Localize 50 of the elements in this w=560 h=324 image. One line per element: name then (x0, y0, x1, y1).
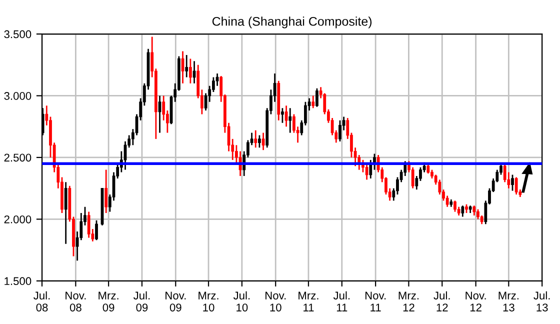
x-tick-label: Jul. 09 (133, 291, 150, 312)
candlestick (188, 58, 192, 84)
candlestick (369, 159, 372, 180)
candlestick (254, 130, 258, 148)
y-tick-label: 2.000 (4, 215, 32, 224)
candlestick (454, 200, 456, 212)
candlestick (438, 178, 442, 196)
x-tick-label: Jul. 08 (34, 291, 50, 312)
x-tick-label: Jul. 12 (434, 291, 450, 312)
candlestick (338, 120, 342, 142)
x-tick-label: Mrz. 11 (298, 292, 318, 312)
candlestick (216, 72, 219, 87)
candlestick (411, 166, 414, 190)
x-tick-label: Mrz. 12 (398, 292, 418, 312)
candlestick (262, 132, 265, 151)
candlestick (446, 195, 449, 208)
candlestick (461, 204, 464, 218)
candlestick (192, 60, 196, 84)
candlestick (472, 204, 476, 216)
x-tick-label: Jul. 13 (534, 291, 550, 312)
candlestick (316, 88, 318, 108)
candlestick (185, 54, 188, 78)
x-tick-label: Nov. 11 (365, 292, 386, 312)
x-tick-label: Mrz. 10 (198, 292, 218, 312)
x-tick-label: Nov. 12 (466, 292, 486, 312)
candlestick (87, 211, 90, 238)
candlestick (288, 107, 292, 134)
candlestick (514, 176, 518, 196)
candlestick (511, 174, 514, 192)
y-tick-label: 2.500 (4, 154, 32, 162)
candlestick (476, 208, 480, 220)
candlestick (426, 162, 430, 174)
x-tick-label: Jul. 11 (333, 291, 350, 312)
candlestick (258, 134, 261, 148)
y-tick-label: 3.000 (4, 92, 32, 100)
y-tick-label: 1.500 (4, 277, 32, 286)
candlestick (104, 169, 108, 214)
candlestick (312, 95, 315, 109)
x-tick-label: Mrz. 13 (498, 292, 518, 312)
candlestick (95, 220, 98, 241)
candlestick (64, 181, 68, 245)
x-tick-label: Mrz. 09 (98, 292, 118, 312)
candlestick (281, 107, 284, 124)
chart-title: China (Shanghai Composite) (212, 16, 372, 28)
x-tick-label: Jul. 10 (233, 291, 250, 312)
candlestick (284, 104, 288, 128)
x-tick-label: Nov. 08 (66, 292, 86, 312)
x-tick-label: Nov. 10 (266, 292, 286, 312)
x-tick-label: Nov. 09 (166, 292, 186, 312)
y-tick-label: 3.500 (4, 30, 32, 38)
